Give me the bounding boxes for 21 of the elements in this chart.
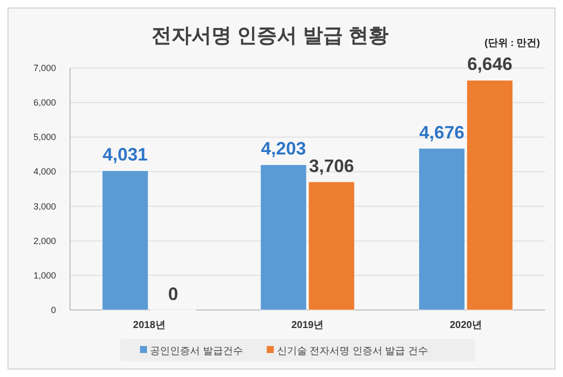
text: (단위 : 만건)	[484, 38, 540, 49]
legend-label: 신기술 전자서명 인증서 발급 건수	[276, 346, 428, 357]
x-tick-label: 2020년	[450, 320, 482, 331]
data-label: 6,646	[467, 54, 512, 74]
data-label: 3,706	[308, 156, 354, 176]
data-label: 0	[168, 284, 178, 304]
y-tick-label: 0	[50, 305, 56, 315]
y-tick-label: 5,000	[33, 132, 56, 142]
legend-label: 공인인증서 발급건수	[150, 346, 243, 357]
y-tick-label: 1,000	[33, 270, 56, 280]
y-tick-label: 7,000	[33, 63, 56, 73]
data-label: 4,676	[419, 122, 464, 142]
chart-title: 전자서명 인증서 발급 현황	[152, 25, 388, 47]
y-tick-label: 3,000	[33, 201, 56, 212]
data-label: 4,203	[260, 138, 306, 159]
x-tick-label: 2018년	[133, 320, 166, 331]
x-tick-label: 2019년	[291, 320, 324, 331]
y-tick-label: 4,000	[33, 166, 56, 177]
y-tick-label: 2,000	[33, 236, 56, 246]
y-tick-label: 6,000	[33, 98, 56, 108]
data-label: 4,031	[102, 144, 148, 165]
